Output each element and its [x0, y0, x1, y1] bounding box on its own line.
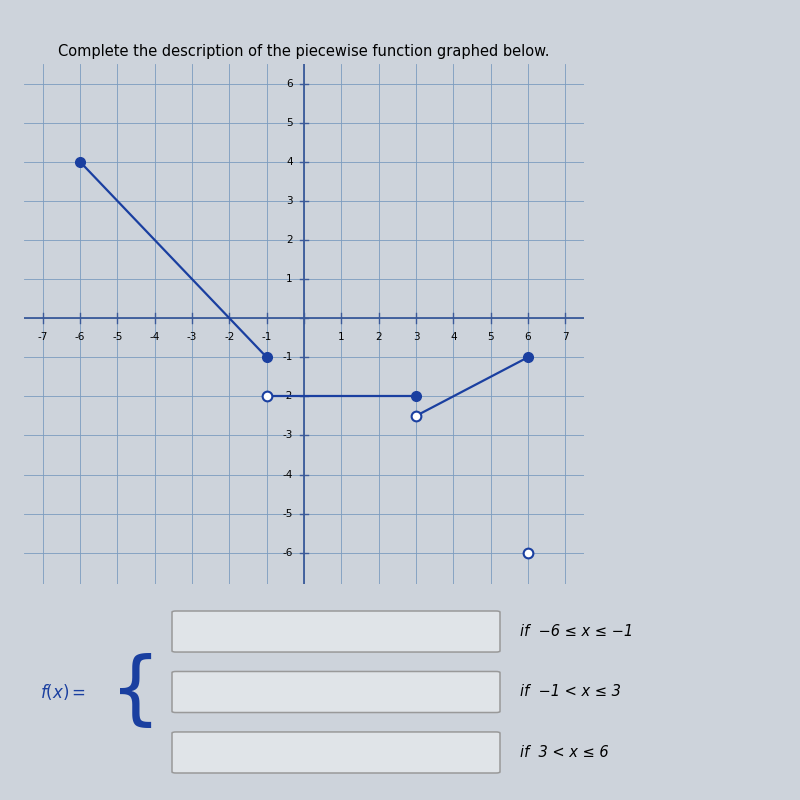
Text: 4: 4 [286, 157, 293, 166]
Text: 6: 6 [525, 332, 531, 342]
Text: -6: -6 [282, 548, 293, 558]
Text: 5: 5 [487, 332, 494, 342]
Text: 6: 6 [286, 78, 293, 89]
Text: 2: 2 [286, 235, 293, 245]
Text: Complete the description of the piecewise function graphed below.: Complete the description of the piecewis… [58, 44, 550, 59]
Text: -7: -7 [38, 332, 48, 342]
Text: 1: 1 [286, 274, 293, 284]
Text: 3: 3 [413, 332, 419, 342]
Text: -1: -1 [282, 352, 293, 362]
Text: 3: 3 [286, 196, 293, 206]
Text: 7: 7 [562, 332, 569, 342]
Text: if  −1 < x ≤ 3: if −1 < x ≤ 3 [520, 685, 621, 699]
Text: -5: -5 [112, 332, 122, 342]
Text: -1: -1 [262, 332, 272, 342]
Text: -2: -2 [224, 332, 234, 342]
Text: -4: -4 [150, 332, 160, 342]
Text: 4: 4 [450, 332, 457, 342]
Text: 2: 2 [375, 332, 382, 342]
Text: -4: -4 [282, 470, 293, 479]
FancyBboxPatch shape [172, 671, 500, 713]
Text: if  −6 ≤ x ≤ −1: if −6 ≤ x ≤ −1 [520, 624, 633, 639]
Text: {: { [110, 653, 162, 731]
FancyBboxPatch shape [172, 611, 500, 652]
Text: $f(x) =$: $f(x) =$ [40, 682, 86, 702]
Text: -2: -2 [282, 391, 293, 402]
Text: 1: 1 [338, 332, 345, 342]
Text: -3: -3 [282, 430, 293, 441]
FancyBboxPatch shape [172, 732, 500, 773]
Text: -5: -5 [282, 509, 293, 518]
Text: -6: -6 [75, 332, 85, 342]
Text: 5: 5 [286, 118, 293, 128]
Text: if  3 < x ≤ 6: if 3 < x ≤ 6 [520, 745, 609, 760]
Text: -3: -3 [187, 332, 197, 342]
